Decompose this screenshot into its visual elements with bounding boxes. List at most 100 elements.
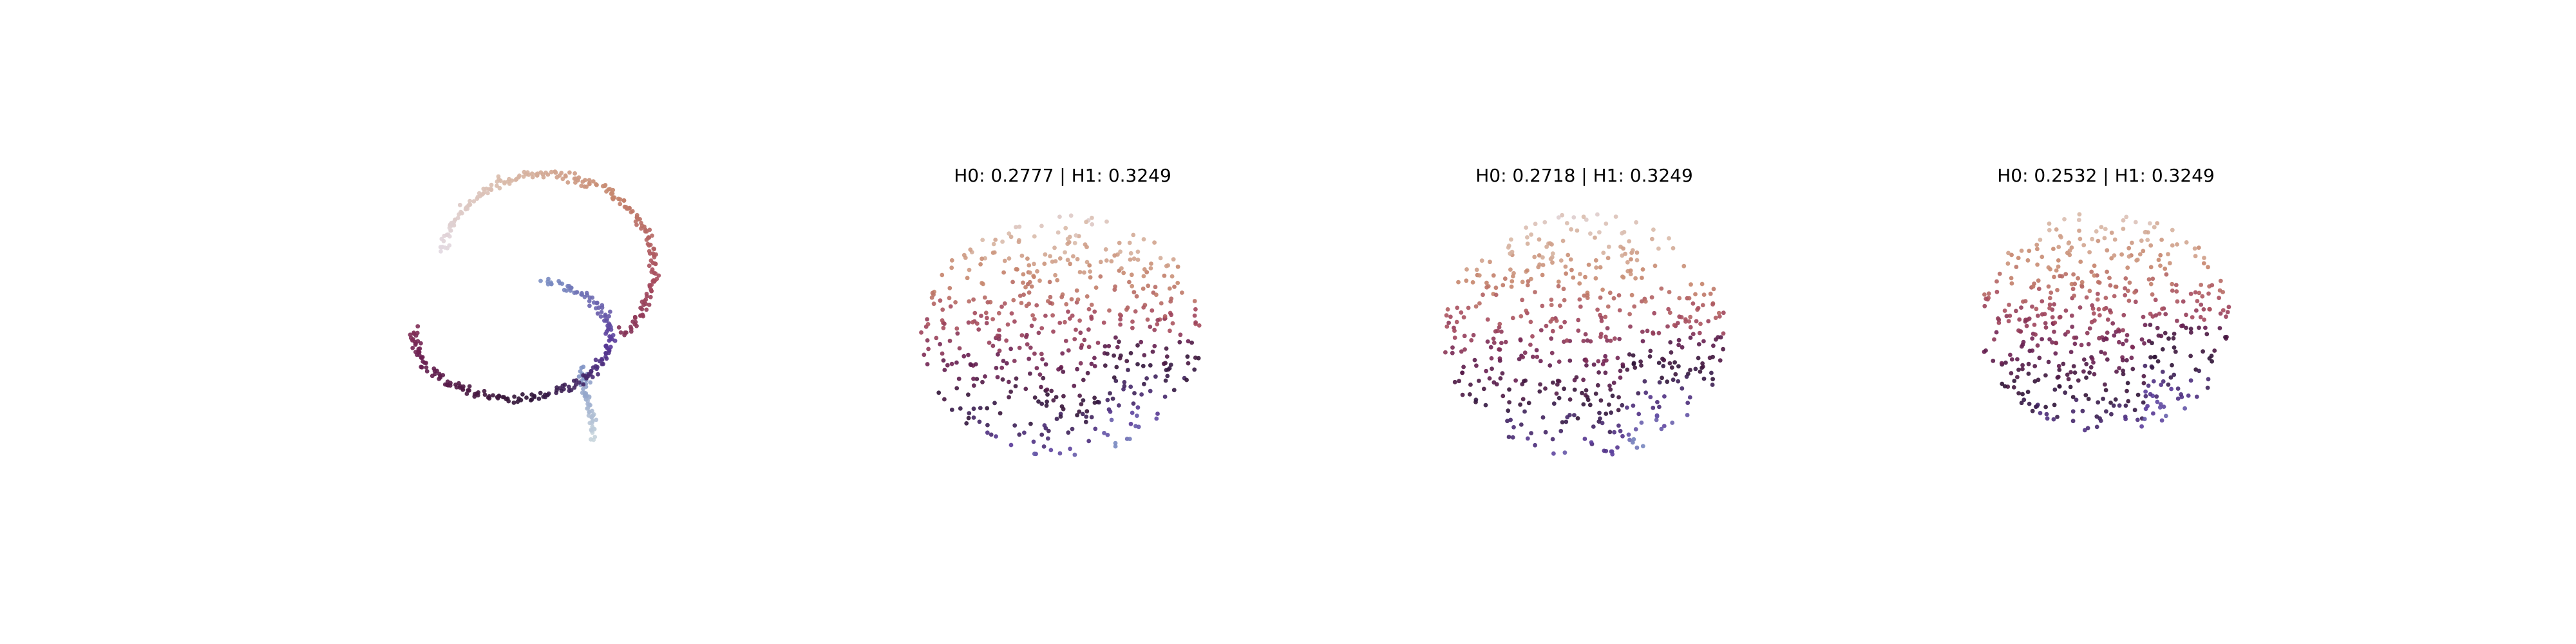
scatter-point (2026, 361, 2031, 366)
scatter-point (1551, 401, 1557, 406)
scatter-point (1662, 394, 1667, 399)
scatter-point (1676, 337, 1681, 343)
scatter-point (1084, 409, 1090, 414)
scatter-point (2130, 345, 2135, 350)
scatter-point (649, 282, 654, 287)
scatter-point (2196, 245, 2201, 250)
scatter-point (2034, 242, 2040, 247)
scatter-point (1057, 256, 1063, 261)
scatter-point (1984, 296, 1989, 301)
scatter-point (1582, 437, 1587, 441)
scatter-point (1603, 314, 1608, 319)
scatter-point (1506, 435, 1511, 439)
scatter-point (1601, 251, 1606, 255)
scatter-point (2143, 323, 2148, 328)
scatter-point (2070, 287, 2076, 292)
scatter-point (2020, 366, 2025, 372)
scatter-point (2057, 315, 2062, 320)
scatter-point (1489, 356, 1494, 361)
scatter-point (1454, 319, 1459, 325)
scatter-point (1025, 256, 1030, 261)
scatter-point (2094, 414, 2099, 419)
scatter-point (2072, 370, 2078, 375)
scatter-point (985, 316, 989, 321)
scatter-point (1648, 348, 1653, 354)
scatter-point (644, 292, 649, 296)
scatter-point (1636, 391, 1641, 396)
scatter-point (967, 299, 972, 304)
scatter-point (1560, 420, 1565, 424)
scatter-point (2103, 296, 2108, 300)
scatter-point (1567, 397, 1573, 402)
scatter-point (500, 395, 506, 399)
scatter-point (961, 354, 967, 359)
scatter-point (1017, 432, 1022, 437)
scatter-point (1721, 331, 1726, 336)
scatter-point (1603, 370, 1608, 375)
scatter-point (1474, 363, 1479, 368)
scatter-point (2052, 274, 2056, 279)
scatter-point (2143, 389, 2148, 394)
scatter-point (1128, 421, 1133, 426)
scatter-point (1022, 430, 1027, 435)
scatter-point (1994, 330, 1999, 335)
scatter-point (1089, 361, 1094, 366)
scatter-point (1620, 274, 1625, 279)
scatter-point (2076, 276, 2081, 281)
scatter-point (1494, 382, 1499, 387)
scatter-point (1549, 298, 1554, 302)
scatter-point (2121, 368, 2126, 374)
scatter-point (644, 307, 649, 312)
scatter-point (1185, 354, 1190, 359)
scatter-point (1122, 380, 1127, 384)
scatter-point (1510, 316, 1515, 321)
scatter-point (1657, 380, 1662, 385)
scatter-point (1507, 400, 1512, 404)
scatter-point (1596, 370, 1602, 375)
scatter-point (1192, 313, 1197, 318)
scatter-point (1520, 279, 1525, 285)
scatter-point (1119, 266, 1124, 271)
scatter-point (2085, 426, 2090, 431)
scatter-point (587, 303, 592, 308)
scatter-point (1077, 393, 1082, 398)
scatter-point (544, 170, 548, 175)
scatter-point (1597, 230, 1602, 235)
scatter-point (580, 179, 585, 184)
scatter-point (1032, 261, 1036, 267)
scatter-point (2203, 325, 2208, 330)
scatter-point (1047, 279, 1052, 285)
scatter-point (1041, 444, 1046, 449)
scatter-point (1556, 279, 1561, 284)
scatter-point (1067, 316, 1072, 321)
scatter-point (1575, 416, 1580, 421)
scatter-point (1483, 402, 1488, 408)
scatter-point (949, 265, 954, 270)
scatter-point (1460, 370, 1465, 375)
scatter-point (1538, 359, 1543, 364)
scatter-point (1155, 317, 1160, 323)
scatter-point (1105, 433, 1110, 437)
scatter-point (2023, 319, 2028, 324)
scatter-point (1577, 297, 1582, 302)
scatter-point (947, 296, 952, 301)
scatter-point (2063, 272, 2069, 276)
scatter-point (1085, 370, 1090, 375)
scatter-point (2164, 272, 2169, 277)
scatter-point (2120, 357, 2125, 363)
scatter-point (1115, 345, 1120, 350)
scatter-point (1509, 237, 1513, 242)
scatter-point (1526, 401, 1531, 406)
scatter-point (2114, 369, 2119, 374)
scatter-point (2006, 319, 2011, 323)
scatter-point (1576, 317, 1581, 323)
scatter-point (520, 392, 525, 397)
scatter-point (1021, 292, 1026, 297)
scatter-point (1063, 319, 1067, 325)
scatter-point (1561, 287, 1566, 292)
scatter-point (643, 297, 649, 302)
scatter-point (2026, 372, 2031, 376)
scatter-point (1039, 432, 1045, 437)
scatter-point (2111, 403, 2116, 408)
scatter-point (1128, 251, 1133, 256)
